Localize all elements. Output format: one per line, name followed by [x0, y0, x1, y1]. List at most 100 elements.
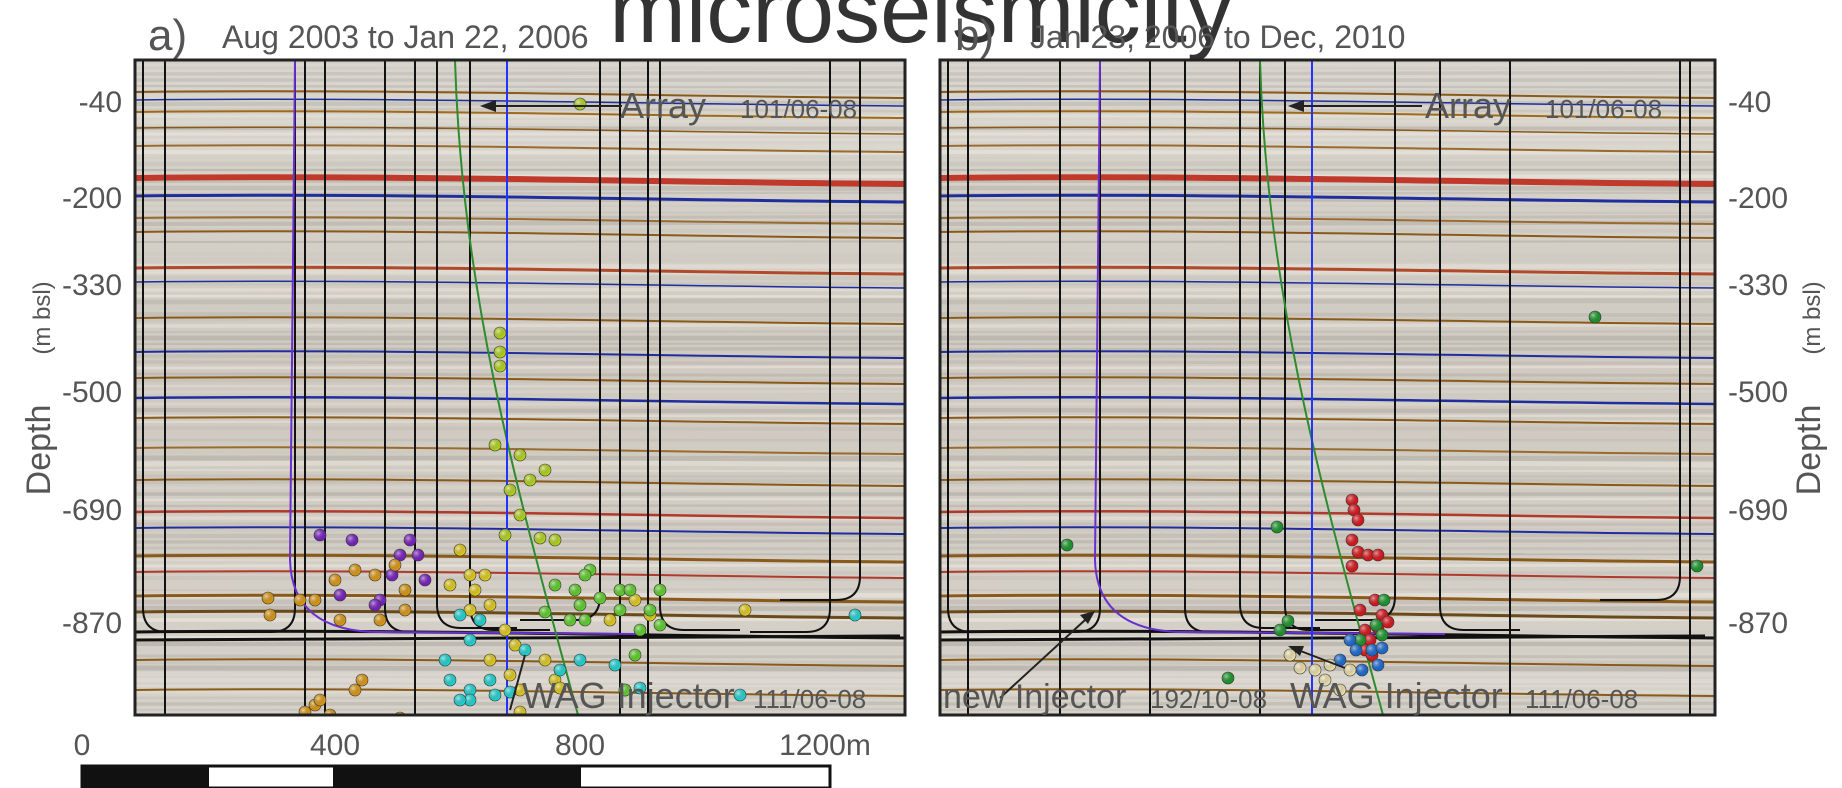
seismic-texture-line	[135, 185, 905, 191]
panel-b-array-label: Array	[1425, 85, 1511, 126]
event-shading	[464, 694, 476, 706]
seismic-texture-line	[940, 695, 1715, 700]
event-shading	[464, 684, 476, 696]
scale-tick-800: 800	[555, 729, 605, 762]
event-shading	[634, 624, 646, 636]
panel-b-new-injector-arrow	[999, 619, 1086, 699]
event-shading	[1369, 594, 1381, 606]
seismic-texture-line	[135, 70, 905, 77]
event-shading	[564, 614, 576, 626]
event-shading	[1350, 644, 1362, 656]
seismic-texture-line	[940, 414, 1715, 418]
panel-b-new-injector-id: 192/10-08	[1150, 684, 1267, 714]
seismic-texture-line	[940, 65, 1715, 71]
seismic-texture-line	[135, 701, 905, 706]
seismic-texture-line	[940, 95, 1715, 102]
left-tick-6: -870	[62, 607, 122, 640]
event-shading	[299, 706, 311, 715]
left-tick-3: -330	[62, 269, 122, 302]
seismic-texture-line	[135, 460, 905, 468]
seismic-texture-line	[940, 137, 1715, 142]
seismic-texture-line	[940, 275, 1715, 281]
seismic-texture-line	[940, 70, 1715, 77]
seismic-horizon	[940, 688, 1715, 697]
scale-seg-1	[82, 766, 209, 788]
panel-a-array-id: 101/06-08	[740, 94, 857, 124]
event-shading	[509, 639, 521, 651]
scale-seg-2-inner	[211, 769, 331, 781]
event-shading	[614, 584, 626, 596]
seismic-texture-line	[135, 677, 905, 684]
event-shading	[1378, 594, 1390, 606]
event-shading	[1691, 560, 1703, 572]
seismic-horizon	[135, 98, 905, 107]
panel-b-wag-arrowhead	[1288, 646, 1304, 656]
seismic-texture-line	[940, 707, 1715, 712]
event-shading	[439, 654, 451, 666]
seismic-horizon	[940, 265, 1715, 276]
seismic-texture-line	[940, 485, 1715, 490]
seismic-texture-line	[940, 450, 1715, 454]
event-shading	[349, 564, 361, 576]
event-shading	[1364, 634, 1376, 646]
seismic-texture-line	[940, 438, 1715, 442]
event-shading	[404, 534, 416, 546]
seismic-texture-line	[940, 287, 1715, 292]
event-shading	[464, 569, 476, 581]
seismic-texture-line	[940, 360, 1715, 365]
event-shading	[644, 604, 656, 616]
left-tick-5: -690	[62, 494, 122, 527]
seismic-horizon	[940, 376, 1715, 385]
seismic-horizon	[135, 658, 905, 667]
event-shading	[519, 644, 531, 656]
seismic-horizon	[940, 510, 1715, 520]
event-shading	[484, 674, 496, 686]
seismic-texture-line	[940, 604, 1715, 612]
event-shading	[1359, 624, 1371, 636]
seismic-texture-line	[135, 65, 905, 71]
seismic-texture-line	[940, 468, 1715, 473]
seismic-texture-line	[135, 275, 905, 281]
seismic-texture-line	[940, 407, 1715, 414]
seismic-texture-line	[940, 527, 1715, 533]
seismic-texture-line	[940, 684, 1715, 688]
panel-a-frame	[133, 58, 907, 717]
event-shading	[1346, 494, 1358, 506]
event-shading	[1348, 504, 1360, 516]
seismic-horizon	[940, 446, 1715, 455]
seismic-texture-line	[135, 150, 905, 156]
event-shading	[624, 584, 636, 596]
seismic-texture-line	[940, 150, 1715, 156]
horizontal-well	[1239, 60, 1320, 629]
seismic-horizon	[135, 265, 905, 276]
seismic-texture-line	[940, 365, 1715, 370]
right-tick-2: -200	[1728, 182, 1788, 215]
seismic-texture-line	[940, 294, 1715, 298]
event-shading	[629, 594, 641, 606]
left-axis-label: Depth	[20, 405, 58, 496]
seismic-horizon	[135, 126, 905, 135]
scale-tick-400: 400	[310, 729, 360, 762]
seismic-texture-line	[940, 516, 1715, 521]
event-shading	[849, 609, 861, 621]
seismic-texture-line	[940, 545, 1715, 551]
seismic-texture-line	[940, 185, 1715, 191]
seismic-horizon	[940, 110, 1715, 119]
seismic-texture-line	[135, 533, 905, 539]
seismic-texture-line	[135, 239, 905, 244]
seismic-horizon	[940, 98, 1715, 107]
seismic-texture-line	[135, 671, 905, 677]
right-tick-1: -40	[1728, 86, 1771, 119]
wag-injector-well	[1259, 60, 1384, 715]
seismic-texture-line	[940, 431, 1715, 436]
seismic-horizon	[940, 478, 1715, 487]
event-shading	[399, 604, 411, 616]
seismic-texture-line	[135, 588, 905, 592]
seismic-texture-line	[135, 491, 905, 496]
event-shading	[1274, 624, 1286, 636]
event-shading	[1309, 664, 1321, 676]
event-shading	[1334, 684, 1346, 696]
event-shading	[604, 614, 616, 626]
seismic-horizon	[135, 609, 905, 620]
seismic-texture-line	[135, 503, 905, 508]
